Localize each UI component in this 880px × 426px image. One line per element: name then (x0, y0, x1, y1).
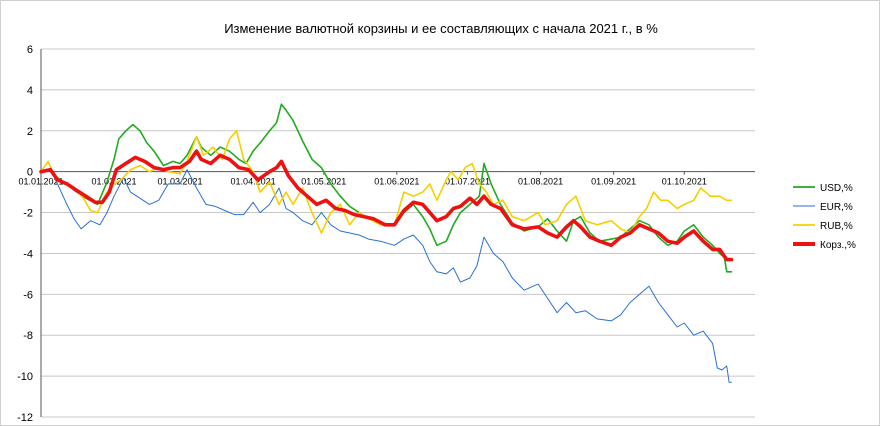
x-tick-label: 01.03.2021 (158, 177, 203, 187)
y-tick-label: -4 (23, 248, 33, 260)
legend-label: Корз.,% (820, 240, 856, 251)
y-tick-label: -2 (23, 208, 33, 220)
x-tick-label: 01.05.2021 (301, 177, 346, 187)
y-tick-label: 6 (27, 44, 33, 56)
x-tick-label: 01.08.2021 (518, 177, 563, 187)
x-tick-label: 01.04.2021 (231, 177, 276, 187)
legend-label: RUB,% (820, 221, 853, 232)
x-axis: 01.01.2021 01.02.2021 01.03.2021 01.04.2021… (18, 171, 755, 187)
y-axis: 6 4 2 0 -2 -4 -6 -8 -10 -12 (17, 44, 42, 424)
legend: USD,% EUR,% RUB,% Корз.,% (793, 183, 856, 251)
legend-label: USD,% (820, 183, 853, 194)
x-tick-label: 01.06.2021 (374, 177, 419, 187)
y-tick-label: 4 (27, 85, 33, 97)
x-tick-label: 01.07.2021 (445, 177, 490, 187)
grid-lines (41, 48, 755, 418)
y-tick-label: -12 (17, 412, 33, 424)
x-tick-label: 01.10.2021 (662, 177, 707, 187)
series-line-0 (40, 103, 733, 273)
y-tick-label: 2 (27, 126, 33, 138)
series-line-1 (40, 169, 732, 383)
series-lines (39, 103, 734, 383)
x-tick-label: 01.01.2021 (18, 177, 63, 187)
x-tick-label: 01.09.2021 (591, 177, 636, 187)
y-tick-label: -8 (23, 330, 33, 342)
legend-label: EUR,% (820, 202, 853, 213)
y-tick-label: -10 (17, 371, 33, 383)
y-tick-label: -6 (23, 289, 33, 301)
y-tick-label: 0 (27, 167, 33, 179)
series-line-3 (39, 149, 734, 262)
chart-title: Изменение валютной корзины и ее составля… (224, 21, 658, 36)
